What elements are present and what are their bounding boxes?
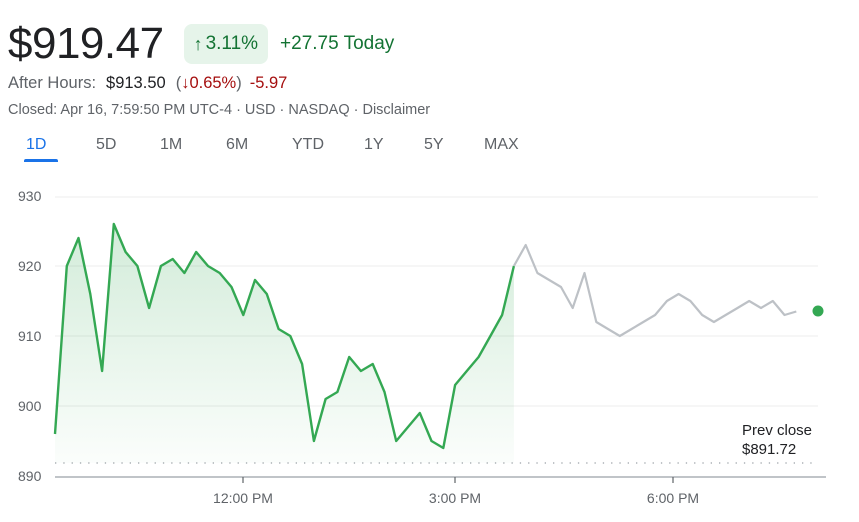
change-today: +27.75 Today: [280, 33, 395, 54]
y-axis-label: 920: [18, 258, 42, 274]
tab-ytd[interactable]: YTD: [292, 136, 324, 153]
arrow-up-icon: ↑: [193, 33, 203, 54]
after-hours-change: -5.97: [249, 74, 288, 92]
tab-1d[interactable]: 1D: [22, 134, 60, 162]
x-axis-label: 12:00 PM: [213, 490, 273, 506]
range-tabs: 1D 5D 1M 6M YTD 1Y 5Y MAX: [22, 134, 532, 162]
y-axis-label: 890: [18, 468, 42, 484]
y-axis-label: 910: [18, 328, 42, 344]
x-axis-label: 6:00 PM: [646, 490, 700, 506]
tab-5y[interactable]: 5Y: [424, 136, 444, 153]
after-hours-row: After Hours: $913.50 (↓0.65%) -5.97: [8, 74, 287, 93]
closed-time: Closed: Apr 16, 7:59:50 PM UTC-4: [8, 102, 233, 118]
after-hours-percent: (↓0.65%): [175, 74, 242, 92]
tab-1m[interactable]: 1M: [160, 136, 183, 153]
change-percent: 3.11%: [205, 33, 259, 54]
x-ticks: [242, 477, 674, 483]
after-hours-label: After Hours:: [8, 74, 97, 92]
tab-1y[interactable]: 1Y: [364, 136, 384, 153]
y-axis-label: 900: [18, 398, 42, 414]
x-axis-label: 3:00 PM: [428, 490, 482, 506]
price-header: $919.47 ↑ 3.11% +27.75 Today: [8, 18, 394, 70]
prev-close-label: Prev close: [742, 422, 813, 439]
current-price: $919.47: [8, 19, 164, 68]
currency: USD: [244, 102, 276, 118]
prev-close-annotation: Prev close $891.72: [742, 421, 812, 459]
arrow-down-icon: ↓: [181, 74, 190, 92]
current-price-dot: [812, 305, 824, 317]
y-axis-label: 930: [18, 188, 42, 204]
after-hours-price: $913.50: [106, 74, 166, 92]
prev-close-value: $891.72: [742, 441, 797, 458]
tab-5d[interactable]: 5D: [96, 136, 117, 153]
tab-max[interactable]: MAX: [484, 136, 519, 153]
tab-6m[interactable]: 6M: [226, 136, 249, 153]
disclaimer-link[interactable]: Disclaimer: [362, 102, 431, 118]
quote-meta: Closed: Apr 16, 7:59:50 PM UTC-4 · USD · NAS…: [8, 102, 431, 118]
exchange: NASDAQ: [288, 102, 350, 118]
change-percent-badge: ↑ 3.11%: [183, 24, 269, 64]
